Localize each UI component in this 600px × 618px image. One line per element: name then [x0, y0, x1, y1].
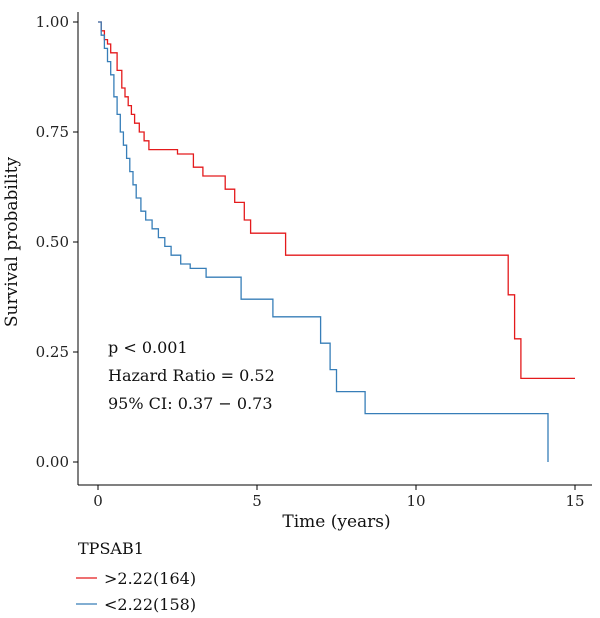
x-axis-title: Time (years) — [282, 512, 390, 532]
x-tick-label: 5 — [252, 492, 262, 510]
legend-title: TPSAB1 — [78, 539, 144, 558]
annotation-3: 95% CI: 0.37 − 0.73 — [108, 394, 273, 413]
legend-label-1: >2.22(164) — [104, 569, 196, 588]
series-layer — [97, 21, 576, 463]
annotations: p < 0.001 Hazard Ratio = 0.52 95% CI: 0.37… — [108, 338, 275, 413]
y-tick-label: 1.00 — [36, 13, 69, 31]
y-tick-label: 0.00 — [36, 453, 69, 471]
y-tick-label: 0.75 — [36, 123, 69, 141]
x-tick-label: 0 — [93, 492, 103, 510]
x-tick-label: 15 — [565, 492, 584, 510]
annotation-2: Hazard Ratio = 0.52 — [108, 366, 275, 385]
series-line-1 — [98, 21, 575, 380]
y-tick-label: 0.50 — [36, 233, 69, 251]
y-tick-label: 0.25 — [36, 343, 69, 361]
annotation-1: p < 0.001 — [108, 338, 188, 357]
axes: 0.00 0.25 0.50 0.75 1.00 0 5 10 15 Time (years) Su… — [2, 12, 592, 532]
y-axis-title: Survival probability — [2, 156, 22, 327]
x-tick-label: 10 — [406, 492, 425, 510]
legend: TPSAB1 >2.22(164) <2.22(158) — [76, 539, 196, 614]
legend-label-2: <2.22(158) — [104, 595, 196, 614]
series-line-2 — [98, 21, 549, 462]
